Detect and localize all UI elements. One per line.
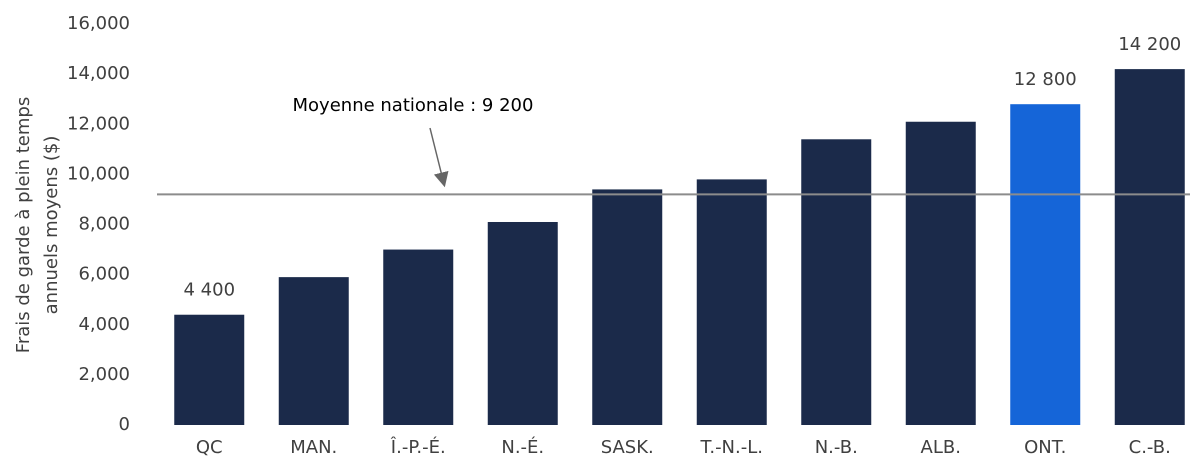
bar [174, 314, 245, 425]
x-tick-label: C.-B. [1129, 437, 1171, 458]
y-tick-label: 2,000 [78, 364, 130, 385]
bar [801, 139, 872, 425]
bar [1114, 69, 1185, 426]
x-tick-label: MAN. [290, 437, 337, 458]
data-label: 12 800 [1014, 69, 1077, 90]
y-axis-label: annuels moyens ($) [41, 136, 62, 315]
bar [278, 277, 349, 425]
x-tick-label: T.-N.-L. [699, 437, 763, 458]
annotation-arrow [429, 127, 449, 188]
y-tick-label: 16,000 [67, 13, 130, 34]
y-tick-label: 12,000 [67, 113, 130, 134]
annotation: Moyenne nationale : 9 200 [293, 95, 534, 116]
y-tick-label: 8,000 [78, 214, 130, 235]
x-tick-label: SASK. [601, 437, 654, 458]
bar [1010, 104, 1081, 425]
y-tick-label: 4,000 [78, 314, 130, 335]
y-axis-label: Frais de garde à plein temps [13, 97, 34, 353]
bar [905, 121, 976, 426]
x-tick-label: ONT. [1024, 437, 1066, 458]
data-label: 4 400 [183, 280, 235, 301]
x-tick-label: Î.-P.-É. [390, 436, 446, 458]
x-tick-label: ALB. [921, 437, 961, 458]
y-tick-label: 14,000 [67, 63, 130, 84]
data-label: 14 200 [1118, 34, 1181, 55]
x-tick-label: N.-É. [501, 436, 544, 458]
x-tick-label: QC [196, 437, 223, 458]
bar [383, 249, 454, 425]
y-tick-label: 10,000 [67, 163, 130, 184]
bar [696, 179, 767, 425]
bar [592, 189, 663, 425]
y-tick-label: 0 [119, 414, 130, 435]
bar [487, 221, 558, 425]
x-tick-label: N.-B. [815, 437, 858, 458]
y-tick-label: 6,000 [78, 264, 130, 285]
